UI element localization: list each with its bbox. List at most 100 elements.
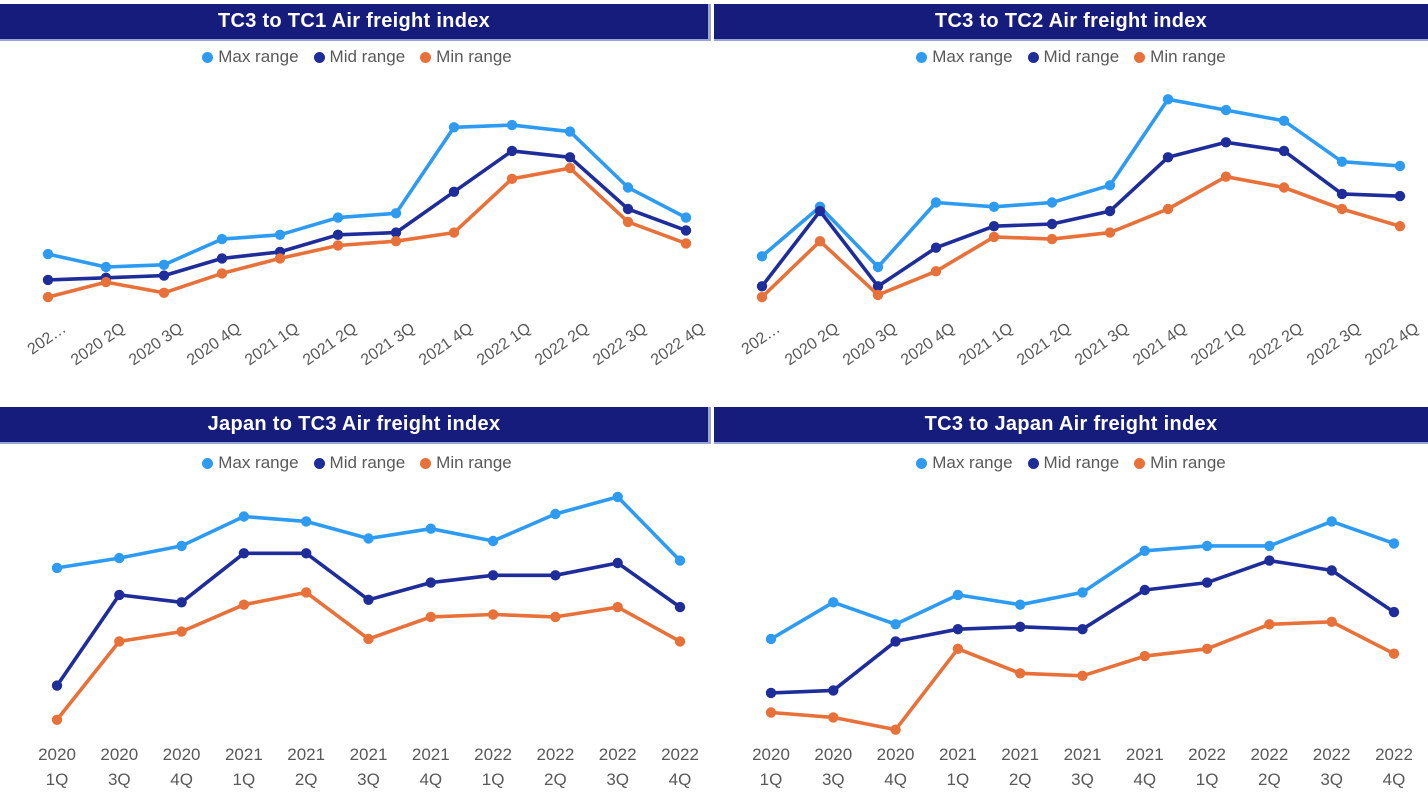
line-chart-tc3-to-tc2 [756,94,1406,303]
chart-legend: Max range Mid range Min range [714,47,1428,67]
x-tick-line: 2022 [1250,745,1289,764]
x-tick-line: 2Q [1258,770,1281,789]
data-point-marker [988,231,1000,243]
x-tick-label: 2020 2Q [67,320,128,370]
mid-range-marker-icon [313,457,325,469]
data-point-marker [1139,545,1150,556]
x-tick-line: 2020 [162,745,201,764]
x-tick-line: 2022 [598,745,637,764]
chart-title-bar: TC3 to Japan Air freight index [714,407,1428,444]
series-max-range [51,491,686,574]
data-point-marker [216,268,228,279]
x-tick-line: 2021 [287,745,326,764]
x-tick-line: 4Q [1133,770,1157,789]
legend-label: Mid range [1043,47,1120,66]
data-point-marker [42,291,54,303]
x-tick-label: 2022 4Q [1361,742,1427,792]
data-point-marker [1394,160,1406,172]
data-point-marker [674,636,686,647]
data-point-marker [238,599,250,610]
data-point-marker [1326,516,1337,527]
data-point-marker [622,216,634,228]
x-tick-line: 4Q [668,770,692,789]
x-tick-label: 2021 3Q [357,320,418,370]
legend-item-mid: Mid range [313,47,405,67]
data-point-marker [930,266,942,277]
x-tick-label: 2020 1Q [738,742,804,792]
data-point-marker [274,253,286,264]
series-line [55,495,682,570]
data-point-marker [1104,227,1116,238]
data-point-marker [51,680,63,691]
x-tick-line: 2021 [349,745,388,764]
x-tick-line: 2020 [752,745,790,764]
data-point-marker [1162,94,1174,105]
legend-item-mid: Mid range [313,453,405,473]
data-point-marker [390,208,402,219]
x-tick-line: 1Q [1195,770,1219,789]
series-line [760,140,1402,289]
data-point-marker [1336,156,1348,167]
series-line [55,590,682,722]
x-tick-label: 2021 2Q [273,742,339,792]
legend-item-min: Min range [1134,453,1226,473]
data-point-marker [1264,540,1275,552]
x-tick-label: 2022 1Q [460,742,526,792]
x-tick-label: 202… [25,320,70,359]
legend-item-min: Min range [420,47,512,67]
chart-title: TC3 to Japan Air freight index [924,413,1218,435]
mid-range-marker-icon [1027,457,1039,469]
line-chart-tc3-to-tc1 [42,119,692,303]
data-point-marker [930,242,942,253]
x-tick-label: 2022 3Q [1299,742,1365,792]
data-point-marker [952,589,964,601]
data-point-marker [872,289,884,301]
x-tick-label: 202… [739,320,784,359]
data-point-marker [1077,670,1088,681]
data-point-marker [176,597,187,608]
chart-title: TC3 to TC1 Air freight index [217,10,491,32]
x-tick-label: 2021 2Q [299,320,360,370]
data-point-marker [612,601,623,613]
x-tick-label: 2020 3Q [800,742,866,792]
x-tick-label: 2020 3Q [125,320,186,370]
data-point-marker [1264,619,1275,630]
x-tick-line: 1Q [232,770,256,789]
data-point-marker [674,601,686,613]
x-tick-label: 2022 3Q [1303,320,1364,370]
x-tick-line: 3Q [1071,770,1094,789]
data-point-marker [756,291,768,303]
data-point-marker [1336,203,1348,215]
chart-panel-tc3-to-japan: TC3 to Japan Air freight index Max range… [714,403,1428,802]
x-tick-label: 2022 4Q [1361,320,1422,370]
x-axis: 2020 1Q 2020 3Q 2020 4Q 2021 1Q 2021 2Q 2021 3Q 2021… [0,742,714,800]
x-axis: 202… 2020 2Q 2020 3Q 2020 4Q 2021 1Q 2021 2Q 2… [714,316,1428,400]
x-tick-line: 1Q [946,770,970,789]
data-point-marker [158,259,170,270]
series-line [760,174,1402,299]
data-point-marker [332,240,344,251]
data-point-marker [114,589,125,601]
x-tick-line: 2022 [1188,745,1226,764]
data-point-marker [622,182,634,193]
legend-item-max: Max range [916,453,1013,473]
data-point-marker [1394,190,1406,202]
data-point-marker [363,633,374,645]
data-point-marker [100,276,112,288]
series-line [46,123,688,269]
data-point-marker [1139,584,1150,596]
series-mid-range [756,137,1406,292]
x-tick-label: 2020 3Q [86,742,152,792]
series-line [55,551,682,688]
series-line [760,97,1402,269]
x-tick-line: 2022 [661,745,699,764]
x-tick-line: 2020 [100,745,139,764]
min-range-marker-icon [1134,457,1146,469]
data-point-marker [506,145,518,157]
data-point-marker [564,152,576,163]
legend-item-max: Max range [202,453,299,473]
x-tick-label: 2022 2Q [1236,742,1302,792]
x-tick-label: 2022 4Q [647,742,713,792]
legend-label: Max range [218,47,299,66]
